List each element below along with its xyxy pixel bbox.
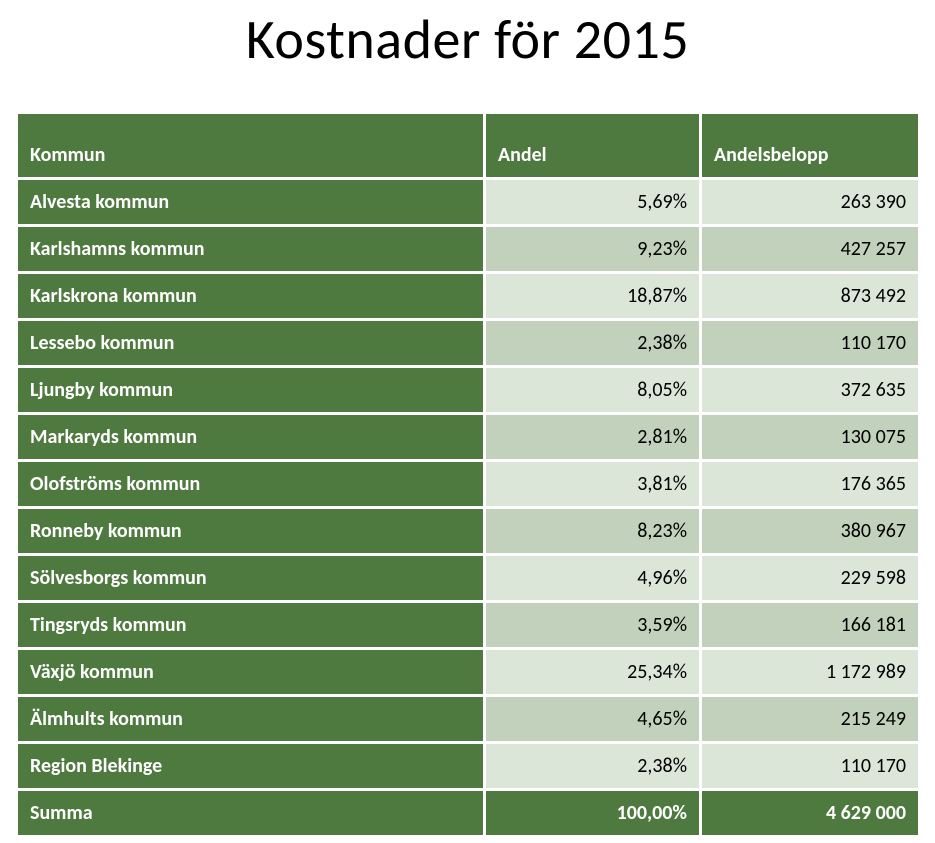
cell-andel: 8,23% [486,509,702,556]
cell-andelsbelopp: 229 598 [702,556,918,603]
cell-andel: 2,38% [486,321,702,368]
cell-andel: 4,65% [486,697,702,744]
cell-andel: 3,59% [486,603,702,650]
cell-kommun: Ljungby kommun [18,368,486,415]
cell-andel: 8,05% [486,368,702,415]
cell-andelsbelopp: 110 170 [702,744,918,791]
col-header-andelsbelopp: Andelsbelopp [702,114,918,180]
cell-kommun: Alvesta kommun [18,180,486,227]
table-row: Alvesta kommun 5,69% 263 390 [18,180,918,227]
cell-kommun: Älmhults kommun [18,697,486,744]
table-row: Sölvesborgs kommun 4,96% 229 598 [18,556,918,603]
table-row: Älmhults kommun 4,65% 215 249 [18,697,918,744]
cell-andel: 3,81% [486,462,702,509]
cell-andelsbelopp: 110 170 [702,321,918,368]
cell-andelsbelopp: 263 390 [702,180,918,227]
cell-andel: 4,96% [486,556,702,603]
cell-andel: 18,87% [486,274,702,321]
cell-total-label: Summa [18,791,486,838]
cell-andel: 2,81% [486,415,702,462]
cell-kommun: Ronneby kommun [18,509,486,556]
cell-andel: 5,69% [486,180,702,227]
cell-kommun: Olofströms kommun [18,462,486,509]
table-total-row: Summa 100,00% 4 629 000 [18,791,918,838]
table-row: Lessebo kommun 2,38% 110 170 [18,321,918,368]
table-row: Tingsryds kommun 3,59% 166 181 [18,603,918,650]
cell-kommun: Lessebo kommun [18,321,486,368]
col-header-kommun: Kommun [18,114,486,180]
cell-andel: 9,23% [486,227,702,274]
cell-andel: 25,34% [486,650,702,697]
cell-kommun: Karlshamns kommun [18,227,486,274]
cell-total-andel: 100,00% [486,791,702,838]
table-row: Växjö kommun 25,34% 1 172 989 [18,650,918,697]
cell-andelsbelopp: 130 075 [702,415,918,462]
table-row: Karlskrona kommun 18,87% 873 492 [18,274,918,321]
table-row: Ljungby kommun 8,05% 372 635 [18,368,918,415]
cell-kommun: Region Blekinge [18,744,486,791]
cell-kommun: Sölvesborgs kommun [18,556,486,603]
cell-andelsbelopp: 166 181 [702,603,918,650]
cell-andelsbelopp: 372 635 [702,368,918,415]
cell-andelsbelopp: 873 492 [702,274,918,321]
table-row: Olofströms kommun 3,81% 176 365 [18,462,918,509]
cell-andelsbelopp: 1 172 989 [702,650,918,697]
table-row: Karlshamns kommun 9,23% 427 257 [18,227,918,274]
cell-andelsbelopp: 215 249 [702,697,918,744]
page: Kostnader för 2015 Kommun Andel Andelsbe… [0,0,935,843]
cell-andelsbelopp: 427 257 [702,227,918,274]
cost-table: Kommun Andel Andelsbelopp Alvesta kommun… [18,114,918,838]
cell-kommun: Markaryds kommun [18,415,486,462]
cell-total-andelsbelopp: 4 629 000 [702,791,918,838]
cell-andel: 2,38% [486,744,702,791]
cell-andelsbelopp: 380 967 [702,509,918,556]
page-title: Kostnader för 2015 [18,0,917,114]
col-header-andel: Andel [486,114,702,180]
table-row: Markaryds kommun 2,81% 130 075 [18,415,918,462]
table-row: Ronneby kommun 8,23% 380 967 [18,509,918,556]
cell-kommun: Tingsryds kommun [18,603,486,650]
table-row: Region Blekinge 2,38% 110 170 [18,744,918,791]
table-header-row: Kommun Andel Andelsbelopp [18,114,918,180]
cell-kommun: Växjö kommun [18,650,486,697]
cell-andelsbelopp: 176 365 [702,462,918,509]
cell-kommun: Karlskrona kommun [18,274,486,321]
